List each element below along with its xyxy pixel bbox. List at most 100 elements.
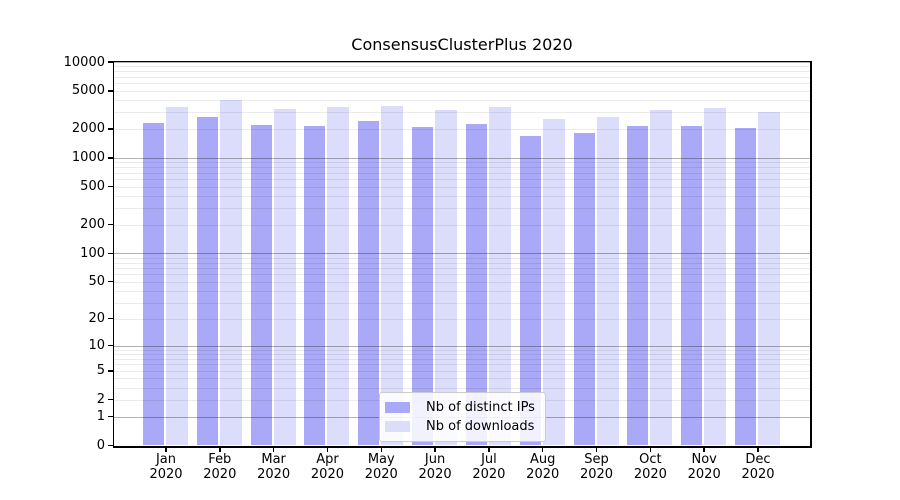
y-tick bbox=[108, 444, 114, 447]
x-tick-label: Jun 2020 bbox=[403, 452, 467, 482]
bar-distinct-ips-feb bbox=[196, 116, 218, 446]
x-tick-year: 2020 bbox=[633, 467, 667, 482]
gridline-minor bbox=[114, 349, 810, 351]
gridline-minor bbox=[114, 224, 810, 226]
gridline-minor bbox=[114, 302, 810, 304]
x-tick-label: Dec 2020 bbox=[726, 452, 790, 482]
bar-downloads-sep bbox=[596, 116, 619, 446]
gridline-minor bbox=[114, 90, 810, 92]
x-tick-month: Sep bbox=[584, 452, 609, 467]
gridline-minor bbox=[114, 112, 810, 114]
gridline-major bbox=[114, 157, 810, 159]
x-tick bbox=[380, 447, 382, 452]
x-tick-year: 2020 bbox=[418, 467, 452, 482]
y-tick-label: 1 bbox=[96, 409, 105, 425]
y-tick bbox=[108, 344, 114, 347]
gridline-minor bbox=[114, 162, 810, 164]
bar-downloads-oct bbox=[650, 109, 673, 446]
x-tick-year: 2020 bbox=[257, 467, 291, 482]
y-tick bbox=[108, 415, 114, 418]
x-tick-month: Aug bbox=[530, 452, 556, 467]
y-tick bbox=[108, 318, 114, 320]
gridline-minor bbox=[114, 186, 810, 188]
bar-distinct-ips-mar bbox=[250, 125, 272, 446]
gridline-minor bbox=[114, 71, 810, 73]
y-tick bbox=[108, 185, 114, 188]
x-tick bbox=[703, 447, 705, 452]
y-tick-label: 10 bbox=[88, 338, 105, 354]
gridline-minor bbox=[114, 179, 810, 181]
x-tick bbox=[649, 447, 652, 452]
gridline-minor bbox=[114, 262, 810, 264]
bar-downloads-may bbox=[381, 105, 404, 446]
x-tick bbox=[272, 447, 275, 452]
bar-downloads-jan bbox=[166, 106, 188, 446]
x-tick-label: Sep 2020 bbox=[565, 452, 629, 482]
x-tick-year: 2020 bbox=[687, 467, 721, 482]
y-tick-label: 2000 bbox=[71, 121, 105, 137]
chart-title: ConsensusClusterPlus 2020 bbox=[351, 35, 573, 54]
x-tick-month: Mar bbox=[261, 452, 286, 467]
bar-downloads-aug bbox=[542, 118, 565, 446]
y-tick bbox=[108, 281, 114, 283]
bar-downloads-jun bbox=[435, 109, 458, 446]
x-tick-label: Jul 2020 bbox=[457, 452, 521, 482]
bar-distinct-ips-nov bbox=[681, 125, 703, 446]
y-tick-label: 10000 bbox=[63, 54, 105, 70]
y-tick-label: 200 bbox=[80, 217, 105, 233]
spine-right bbox=[810, 60, 812, 448]
gridline-minor bbox=[114, 76, 810, 78]
gridline-minor bbox=[114, 207, 810, 209]
x-tick-year: 2020 bbox=[526, 467, 560, 482]
legend-label-distinct-ips: Nb of distinct IPs bbox=[426, 400, 535, 415]
legend-label-downloads: Nb of downloads bbox=[426, 419, 535, 434]
y-tick-label: 100 bbox=[80, 245, 105, 261]
x-tick-month: Apr bbox=[316, 452, 339, 467]
x-tick bbox=[757, 447, 759, 452]
x-tick-month: Oct bbox=[639, 452, 662, 467]
y-tick bbox=[108, 223, 114, 226]
gridline-major bbox=[114, 62, 810, 63]
gridline-minor bbox=[114, 83, 810, 85]
spine-bottom bbox=[112, 445, 812, 448]
y-tick-label: 20 bbox=[88, 311, 105, 327]
legend-swatch-downloads bbox=[385, 421, 410, 432]
bar-distinct-ips-apr bbox=[304, 125, 326, 446]
bar-distinct-ips-may bbox=[358, 120, 380, 446]
bar-downloads-jul bbox=[488, 106, 511, 446]
x-tick bbox=[488, 447, 490, 452]
legend-swatch-distinct-ips bbox=[385, 402, 410, 413]
x-tick-label: Jan 2020 bbox=[134, 452, 198, 482]
y-tick-label: 5000 bbox=[71, 83, 105, 99]
x-tick-label: Oct 2020 bbox=[618, 452, 682, 482]
x-tick-label: May 2020 bbox=[349, 452, 413, 482]
y-tick bbox=[108, 128, 114, 130]
x-tick-year: 2020 bbox=[149, 467, 183, 482]
gridline-minor bbox=[114, 66, 810, 68]
gridline-major bbox=[114, 253, 810, 255]
y-tick-label: 1000 bbox=[71, 150, 105, 166]
legend-row-distinct-ips: Nb of distinct IPs bbox=[385, 398, 535, 417]
y-tick bbox=[108, 90, 114, 92]
bar-downloads-apr bbox=[327, 106, 350, 446]
bar-distinct-ips-jun bbox=[412, 126, 434, 446]
bar-distinct-ips-aug bbox=[519, 135, 541, 446]
x-tick bbox=[542, 447, 544, 452]
gridline-minor bbox=[114, 387, 810, 389]
y-tick-label: 50 bbox=[88, 274, 105, 290]
y-tick-label: 5 bbox=[96, 363, 105, 379]
y-tick-label: 500 bbox=[80, 179, 105, 195]
x-tick-month: Dec bbox=[745, 452, 771, 467]
spine-top bbox=[112, 60, 812, 62]
x-tick-label: Aug 2020 bbox=[511, 452, 575, 482]
gridline-minor bbox=[114, 195, 810, 197]
x-tick-label: Apr 2020 bbox=[295, 452, 359, 482]
y-tick bbox=[108, 61, 114, 63]
gridline-minor bbox=[114, 290, 810, 292]
bar-distinct-ips-dec bbox=[735, 127, 756, 446]
gridline-major bbox=[114, 345, 810, 347]
bar-downloads-dec bbox=[758, 111, 780, 446]
bar-downloads-mar bbox=[273, 109, 296, 446]
bar-distinct-ips-oct bbox=[627, 125, 649, 446]
